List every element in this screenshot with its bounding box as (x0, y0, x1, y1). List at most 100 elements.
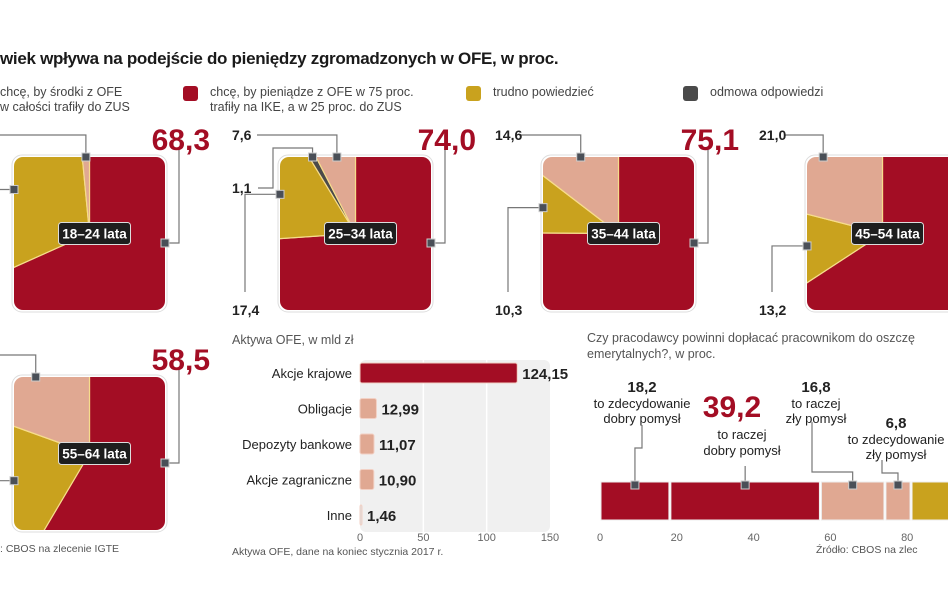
age-label: 35–44 lata (591, 227, 656, 242)
plot-panel (360, 360, 550, 532)
pie-slice (304, 157, 357, 234)
value-label-ike: 75,1 (681, 124, 739, 157)
leader-line (257, 134, 338, 157)
segment-desc: to raczej (791, 396, 840, 411)
legend-label: chcę, by pieniądze z OFE w 75 proc. (210, 85, 414, 99)
leader-line (0, 134, 87, 157)
x-tick-label: 40 (747, 532, 759, 544)
segment-value-label: 16,8 (801, 379, 830, 396)
leader-marker (538, 203, 548, 213)
segment-desc: to raczej (717, 427, 766, 442)
stacked-segment-4 (911, 481, 948, 521)
leader-marker (160, 238, 170, 248)
category-label: Depozyty bankowe (242, 437, 352, 452)
value-label-hard-to-say: 10,3 (495, 302, 522, 318)
leader-marker (689, 238, 699, 248)
segment-value-label: 39,2 (703, 391, 761, 424)
legend-swatch-dark (683, 86, 698, 101)
x-tick-label: 80 (901, 532, 913, 544)
leader-marker (802, 241, 812, 251)
segment-desc: to zdecydowanie (848, 432, 945, 447)
legend-swatch-yellow (466, 86, 481, 101)
bar-1 (359, 398, 377, 419)
leader-marker (426, 238, 436, 248)
pie-slice (543, 157, 620, 235)
segment-value-label: 18,2 (627, 379, 656, 396)
survey-chart-title-line2: emerytalnych?, w proc. (587, 347, 716, 361)
leader-marker (160, 458, 170, 468)
legend-label: w całości trafiły do ZUS (0, 100, 130, 114)
age-label: 25–34 lata (328, 227, 393, 242)
leader-line (784, 134, 824, 157)
pie-slice (807, 157, 884, 235)
stacked-segment-1 (670, 481, 820, 521)
pie-slice (543, 165, 621, 235)
age-label-bg (324, 222, 397, 245)
value-label-hard-to-say: 17,4 (232, 302, 259, 318)
x-tick-label: 0 (357, 532, 363, 544)
value-label-ike: 68,3 (152, 124, 210, 157)
leader-line (0, 480, 14, 482)
assets-chart-note: Aktywa OFE, dane na koniec stycznia 2017… (232, 546, 444, 558)
value-label-ike: 58,5 (152, 344, 210, 377)
legend-item-hard-to-say: trudno powiedzieć (466, 85, 594, 101)
bar-3 (359, 469, 375, 490)
bar-value-label: 11,07 (379, 437, 416, 454)
legend-label: trudno powiedzieć (493, 85, 594, 99)
survey-chart-title-line1: Czy pracodawcy powinni dopłacać pracowni… (587, 331, 915, 345)
leader-line (634, 425, 643, 482)
leader-marker (275, 189, 285, 199)
bar-value-label: 12,99 (381, 402, 419, 419)
age-label-bg (58, 442, 131, 465)
value-label-refused: 1,1 (232, 180, 252, 196)
value-label-zus: 21,0 (759, 127, 786, 143)
main-title: wiek wpływa na podejście do pieniędzy zg… (0, 49, 559, 68)
legend-label: chcę, by środki z OFE (0, 85, 123, 99)
bar-value-label: 1,46 (367, 508, 396, 525)
legend-item-ike: chcę, by pieniądze z OFE w 75 proc. traf… (183, 85, 414, 115)
x-tick-label: 50 (417, 532, 429, 544)
leader-line (244, 193, 280, 292)
source-left: : CBOS na zlecenie IGTE (0, 543, 120, 555)
value-label-zus: 14,6 (495, 127, 522, 143)
legend-label: odmowa odpowiedzi (710, 85, 824, 99)
leader-marker (740, 480, 750, 490)
leader-marker (81, 152, 91, 162)
leader-marker (818, 152, 828, 162)
category-label: Akcje krajowe (272, 366, 352, 381)
age-label-bg (587, 222, 660, 245)
leader-marker (9, 184, 19, 194)
leader-marker (9, 476, 19, 486)
leader-marker (848, 480, 858, 490)
category-label: Akcje zagraniczne (247, 473, 353, 488)
leader-line (258, 147, 314, 189)
x-tick-label: 20 (671, 532, 683, 544)
leader-line (507, 207, 543, 292)
leader-line (694, 149, 709, 244)
age-label: 18–24 lata (62, 227, 127, 242)
legend-item-refused: odmowa odpowiedzi (683, 85, 824, 101)
bar-0 (359, 362, 518, 384)
x-tick-label: 150 (541, 532, 559, 544)
value-label-ike: 74,0 (418, 124, 476, 157)
leader-line (165, 369, 180, 464)
leader-marker (332, 152, 342, 162)
pie-slice (280, 157, 357, 242)
pie-2 (543, 157, 694, 310)
x-tick-label: 0 (597, 532, 603, 544)
pie-slice (543, 157, 694, 310)
segment-desc: zły pomysł (786, 411, 847, 426)
leader-marker (630, 480, 640, 490)
category-label: Obligacje (298, 402, 352, 417)
leader-marker (576, 152, 586, 162)
segment-desc: dobry pomysł (603, 411, 680, 426)
value-label-hard-to-say: 13,2 (759, 302, 786, 318)
legend-item-zus: chcę, by środki z OFE w całości trafiły … (0, 85, 130, 115)
segment-desc: dobry pomysł (703, 443, 780, 458)
leader-line (0, 188, 14, 191)
age-label-bg (58, 222, 131, 245)
legend-swatch-red (183, 86, 198, 101)
segment-value-label: 6,8 (886, 415, 907, 432)
